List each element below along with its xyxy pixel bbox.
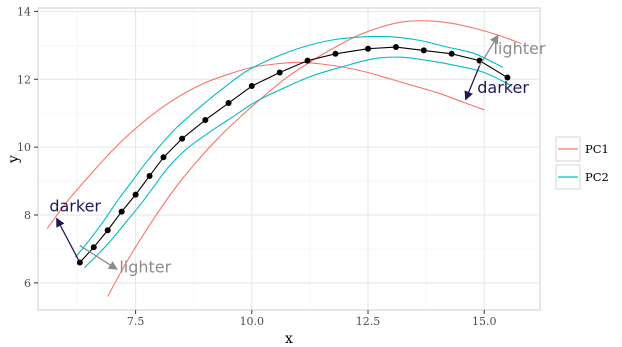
- annotations: darker lighter darker lighter: [49, 34, 546, 277]
- data-point: [146, 172, 153, 179]
- plot-panel: [37, 7, 541, 311]
- legend: PC1 PC2: [555, 136, 609, 190]
- data-point: [276, 69, 283, 76]
- legend-label-pc1: PC1: [585, 142, 609, 156]
- annotation-arrow: [479, 34, 499, 67]
- series-line-pc1-1: [107, 20, 522, 297]
- center-points: [76, 44, 511, 266]
- y-tick-label: 12: [17, 73, 31, 86]
- y-tick-label: 8: [24, 209, 31, 222]
- data-point: [118, 208, 125, 215]
- data-point: [160, 154, 167, 161]
- data-point: [248, 83, 255, 90]
- x-tick-label: 12.5: [356, 315, 381, 328]
- annotation-label-lighter: lighter: [119, 258, 171, 277]
- data-point: [332, 50, 339, 57]
- x-tick-label: 10.0: [240, 315, 265, 328]
- annotation-label-darker: darker: [477, 78, 529, 97]
- data-point: [104, 227, 111, 234]
- data-point: [179, 135, 186, 142]
- y-tick-label: 6: [24, 277, 31, 290]
- y-tick-label: 14: [17, 5, 31, 18]
- data-point: [504, 74, 511, 81]
- y-axis-ticks: 6 8 10 12 14: [17, 5, 38, 290]
- data-point: [90, 244, 97, 251]
- data-point: [132, 191, 139, 198]
- x-axis-ticks: 7.5 10.0 12.5 15.0: [127, 310, 497, 328]
- series-lines: [46, 20, 522, 297]
- series-line-pc2-3: [84, 56, 513, 268]
- data-point: [448, 50, 455, 57]
- annotation-arrow: [56, 217, 81, 263]
- x-tick-label: 7.5: [127, 315, 145, 328]
- center-line: [79, 46, 508, 263]
- series-line-pc2-2: [74, 35, 504, 258]
- x-tick-label: 15.0: [472, 315, 497, 328]
- data-point: [365, 45, 372, 52]
- annotation-arrow: [79, 244, 118, 270]
- series-line-pc1-0: [46, 61, 485, 229]
- annotation-arrow: [464, 65, 481, 101]
- y-tick-label: 10: [17, 141, 31, 154]
- data-point: [420, 47, 427, 54]
- data-point: [225, 100, 232, 107]
- legend-label-pc2: PC2: [585, 170, 609, 184]
- data-point: [304, 57, 311, 64]
- x-axis-title: x: [285, 331, 293, 347]
- y-axis-title: y: [6, 155, 22, 164]
- center-line: [79, 46, 508, 263]
- data-point: [392, 44, 399, 51]
- annotation-label-darker: darker: [49, 197, 101, 216]
- data-point: [202, 116, 209, 123]
- annotation-label-lighter: lighter: [494, 39, 546, 58]
